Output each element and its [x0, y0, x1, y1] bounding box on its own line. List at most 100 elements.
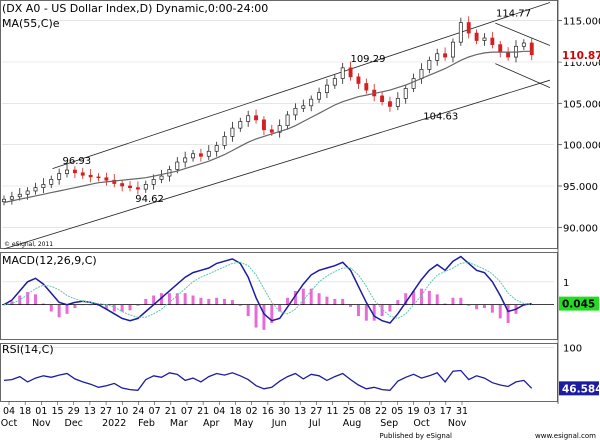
candle-body [151, 179, 156, 185]
macd-histogram [2, 288, 554, 330]
candle [9, 191, 14, 205]
x-tick-label: 05 [391, 406, 403, 417]
candle [246, 110, 251, 127]
candle [254, 109, 259, 124]
footer-site: www.esignal.com [535, 432, 596, 440]
candle [72, 166, 77, 179]
x-tick-label: 02 [246, 406, 258, 417]
macd-histogram-bar [404, 293, 408, 305]
x-tick-label: 11 [327, 406, 339, 417]
candle-body [191, 153, 195, 159]
macd-histogram-bar [57, 304, 61, 318]
candle [324, 78, 329, 98]
ma55-line [3, 50, 532, 204]
y-tick-label: 90.000 [563, 223, 598, 234]
macd-histogram-bar [10, 301, 14, 305]
macd-histogram-bar [152, 295, 156, 305]
candle [388, 96, 392, 112]
candle-body [403, 88, 408, 99]
x-tick-label: 31 [456, 406, 468, 417]
macd-histogram-bar [396, 300, 400, 305]
macd-histogram-bar [317, 293, 321, 305]
x-tick-label: 27 [310, 406, 322, 417]
x-tick-label: 18 [229, 406, 241, 417]
x-tick-label: 07 [181, 406, 193, 417]
candle [482, 33, 487, 46]
x-tick-label: 29 [68, 406, 80, 417]
candle-body [206, 150, 211, 157]
macd-histogram-bar [65, 304, 69, 314]
candle [427, 56, 432, 74]
candle-body [9, 196, 14, 200]
candle-body [238, 121, 243, 129]
macd-histogram-bar [459, 297, 463, 305]
x-tick-label: 25 [343, 406, 355, 417]
macd-histogram-bar [301, 288, 305, 305]
candle-body [474, 32, 479, 41]
candle-body [2, 198, 6, 203]
month-label: 2022 [102, 418, 126, 429]
macd-histogram-bar [451, 297, 455, 305]
candle [135, 181, 140, 195]
macd-histogram-bar [372, 304, 376, 321]
x-tick-label: 04 [3, 406, 15, 417]
candle-body [120, 183, 125, 187]
macd-histogram-bar [120, 304, 124, 312]
candle-body [246, 115, 251, 122]
x-tick-label: 01 [35, 406, 47, 417]
candle [395, 92, 400, 111]
x-tick-label: 24 [132, 406, 144, 417]
macd-histogram-bar [128, 304, 132, 311]
candle-body [364, 83, 369, 91]
candle [293, 103, 298, 121]
macd-histogram-bar [341, 298, 345, 305]
candle [41, 178, 46, 194]
macd-histogram-bar [333, 298, 337, 305]
macd-histogram-bar [167, 293, 171, 305]
candle [466, 16, 471, 39]
month-label: Nov [32, 418, 51, 429]
x-tick-label: 13 [84, 406, 96, 417]
macd-histogram-bar [482, 304, 486, 309]
x-tick-label: 30 [278, 406, 290, 417]
macd-tick-label: 1 [563, 278, 569, 289]
candle-body [80, 172, 85, 176]
x-tick-label: 16 [262, 406, 274, 417]
macd-histogram-bar [26, 292, 30, 305]
candle [309, 95, 314, 112]
candle-body [25, 190, 30, 195]
macd-histogram-bar [223, 298, 227, 305]
candle [301, 99, 306, 113]
candle-body [348, 67, 353, 78]
triangle-lower [495, 63, 551, 88]
macd-histogram-bar [183, 293, 187, 305]
candle-body [143, 183, 148, 190]
ma-label: MA(55,C)e [2, 17, 60, 30]
x-axis: 04 18 01 15 29 13 27 10 24 07 21 07 21 04 18 02 16 30 13 27… [1, 401, 468, 429]
candle [356, 73, 361, 89]
candle [364, 78, 369, 94]
candle-body [309, 98, 314, 107]
candle-body [104, 177, 109, 181]
y-tick-label: 100.000 [563, 141, 600, 152]
candle-body [214, 145, 219, 152]
x-tick-label: 10 [116, 406, 128, 417]
y-tick-label: 95.000 [563, 182, 598, 193]
candle-body [49, 179, 54, 185]
y-tick-label: 105.000 [563, 99, 600, 110]
candle [458, 17, 463, 46]
annotation-label: 114.77 [496, 9, 531, 20]
macd-histogram-bar [467, 304, 471, 306]
candle-body [175, 161, 180, 170]
macd-histogram-bar [191, 295, 195, 305]
month-label: Jun [271, 418, 287, 429]
footer-published: Published by eSignal [379, 432, 452, 440]
x-tick-label: 04 [213, 406, 225, 417]
y-tick-label: 110.000 [563, 58, 600, 69]
candle-body [427, 59, 432, 70]
last-price-tag: 110.877 [559, 47, 600, 62]
x-tick-label: 19 [407, 406, 419, 417]
candle-body [332, 78, 337, 86]
candle-body [65, 169, 69, 174]
candle [96, 173, 101, 182]
